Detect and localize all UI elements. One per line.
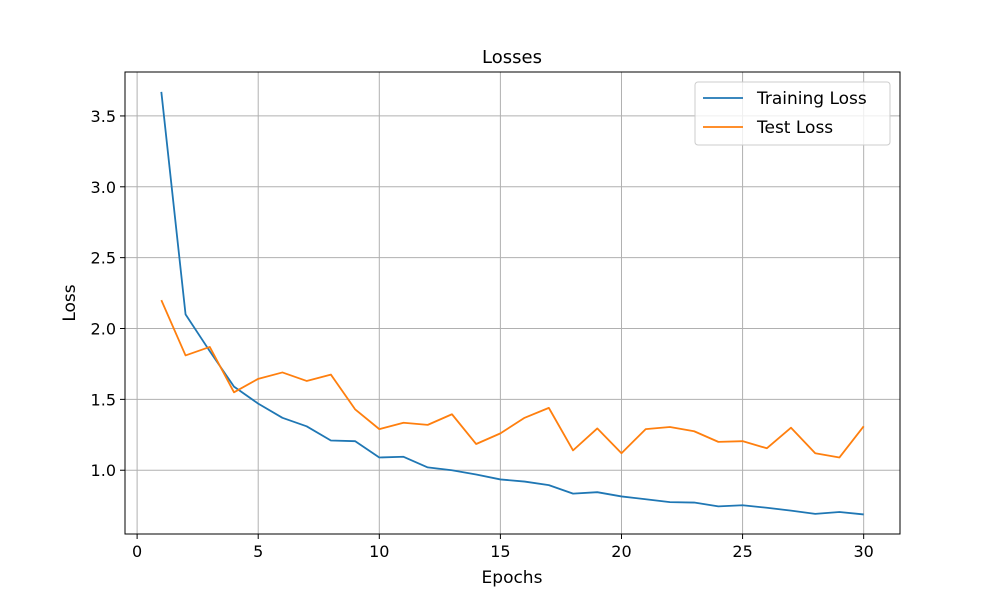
x-tick-label: 5: [253, 542, 263, 561]
legend-box: [694, 81, 891, 146]
chart-title: Losses: [482, 47, 542, 68]
y-tick-label: 2.0: [91, 320, 116, 339]
training-loss-line: [160, 91, 864, 516]
x-tick-label: 0: [132, 542, 142, 561]
x-tick-label: 15: [490, 542, 510, 561]
x-tick-label: 25: [732, 542, 752, 561]
y-tick-label: 3.0: [91, 178, 116, 197]
legend-label-test-loss: Test Loss: [756, 118, 833, 138]
x-tick-label: 30: [853, 542, 873, 561]
plot-area-frame: [124, 71, 901, 535]
legend: Training Loss Test Loss: [694, 81, 891, 146]
y-tick-label: 1.0: [91, 461, 116, 480]
x-axis-label: Epochs: [482, 568, 543, 588]
y-tick-label: 2.5: [91, 249, 116, 268]
y-tick-label: 3.5: [91, 107, 116, 126]
y-tick-label: 1.5: [91, 390, 116, 409]
x-tick-label: 20: [611, 542, 631, 561]
axis-ticks: 0 5 10 15 20 25 30 1.0 1.5 2.0 2.5 3.0 3.5: [91, 107, 874, 561]
series-lines: [160, 91, 865, 516]
test-loss-line: [160, 299, 865, 459]
legend-label-training-loss: Training Loss: [756, 89, 867, 109]
x-tick-label: 10: [369, 542, 389, 561]
y-axis-label: Loss: [60, 284, 80, 321]
